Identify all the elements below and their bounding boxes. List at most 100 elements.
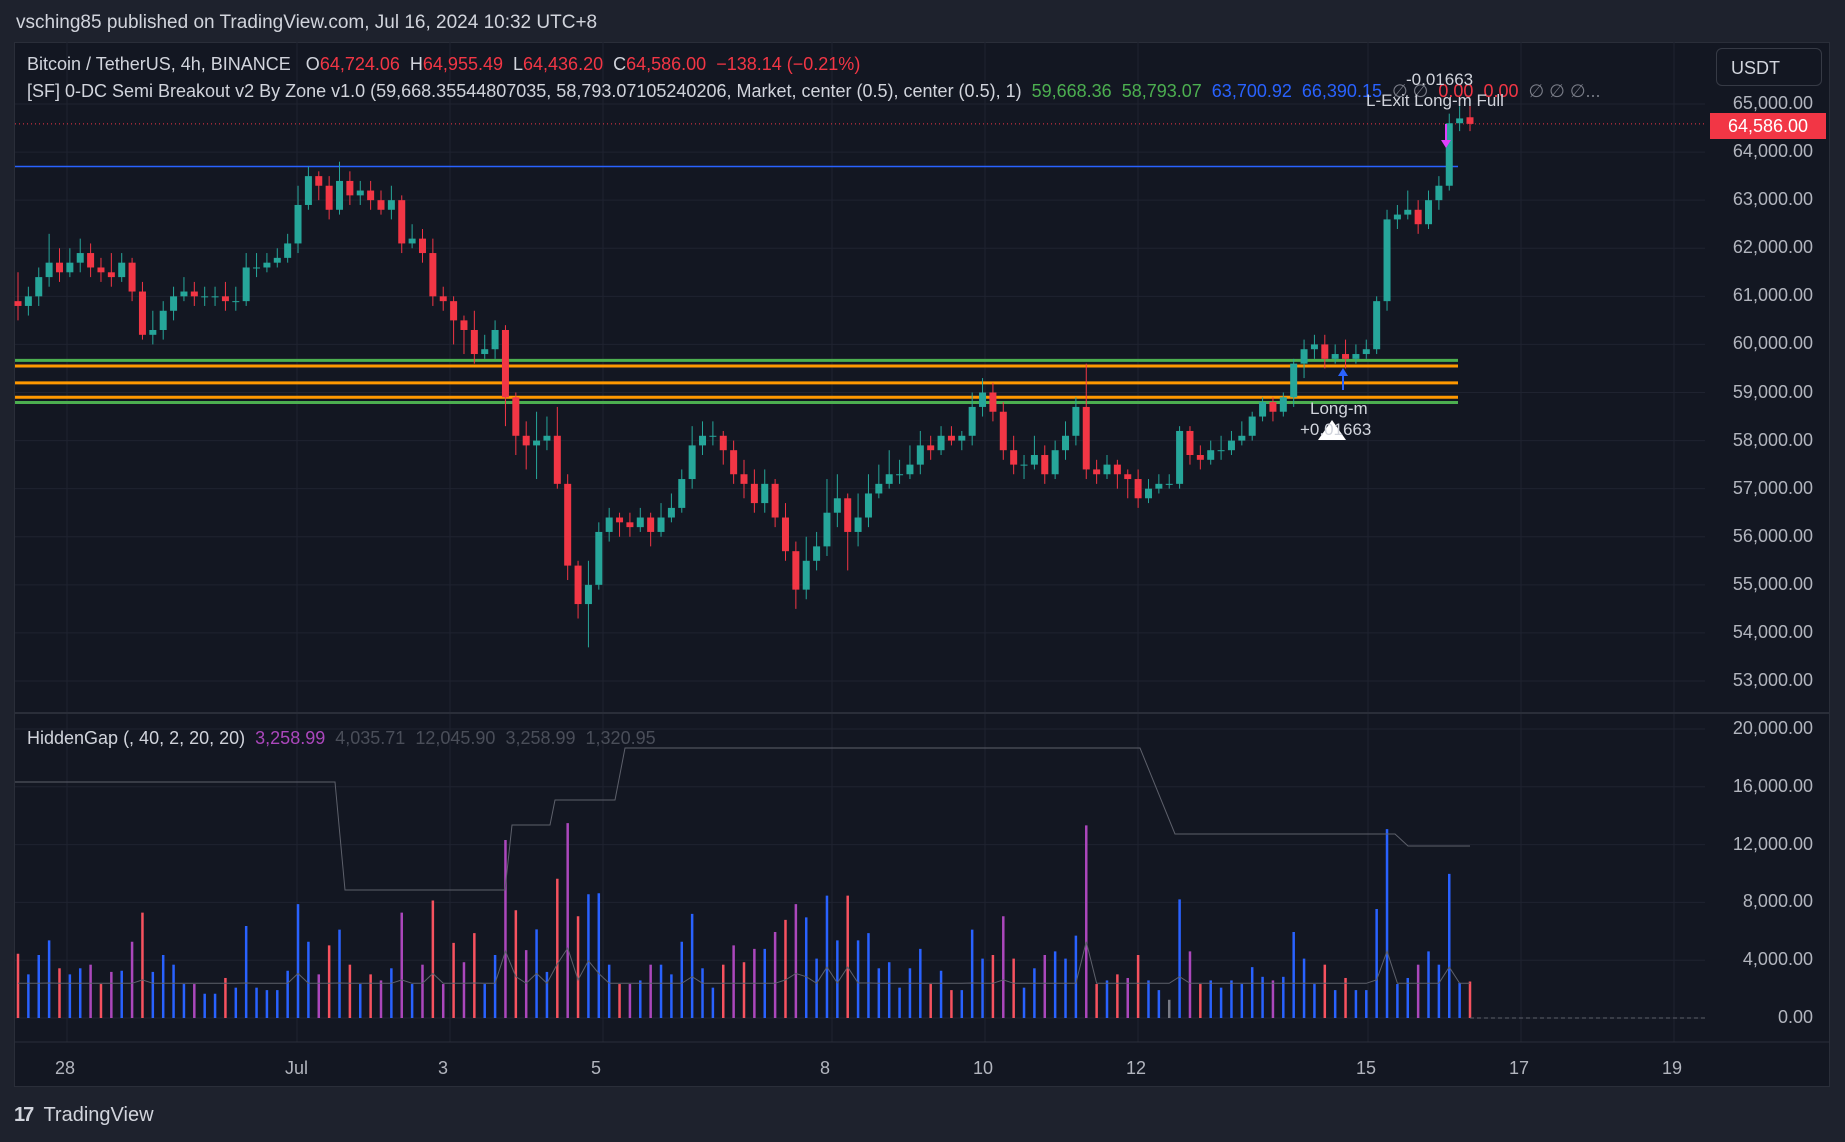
candle-body [398, 200, 406, 244]
candle-body [429, 253, 437, 297]
candle-body [1373, 301, 1381, 350]
candle-body [1227, 440, 1235, 451]
candle-body [574, 565, 582, 605]
candle-body [138, 291, 146, 335]
candle-body [1020, 464, 1028, 466]
indicator-value-5: 0.00 [1438, 81, 1474, 101]
candle-body [1248, 416, 1256, 436]
publish-line: vsching85 published on TradingView.com, … [16, 12, 598, 33]
candle-body [844, 498, 852, 532]
candle-body [1103, 464, 1111, 475]
candle-body [470, 329, 478, 355]
symbol-legend: Bitcoin / TetherUS, 4h, BINANCE O64,724.… [27, 54, 860, 75]
candle-body [284, 243, 292, 258]
candle-body [750, 483, 758, 504]
time-axis-label: 15 [1356, 1058, 1377, 1078]
candle-body [1186, 430, 1194, 456]
candle-body [802, 560, 810, 590]
symbol-name[interactable]: Bitcoin / TetherUS, 4h, BINANCE [27, 54, 291, 74]
candle-body [1279, 397, 1287, 412]
candle-body [564, 483, 572, 566]
indicator-legend: [SF] 0-DC Semi Breakout v2 By Zone v1.0 … [27, 81, 1601, 102]
candle-body [118, 262, 126, 278]
candle-body [813, 546, 821, 561]
time-axis-label: 8 [820, 1058, 831, 1078]
open-label: O [305, 54, 320, 74]
candle-body [1196, 455, 1204, 460]
currency-button[interactable]: USDT [1716, 48, 1822, 86]
high-value: 64,955.49 [422, 54, 503, 74]
candle-body [273, 257, 281, 263]
subpane-value-3: 12,045.90 [415, 728, 496, 748]
time-axis-label: 28 [55, 1058, 76, 1078]
candle-body [1466, 117, 1474, 124]
candle-body [1030, 455, 1038, 465]
chart-frame[interactable] [14, 42, 1830, 1087]
candle-body [1331, 354, 1339, 359]
candle-body [336, 180, 344, 210]
candle-body [159, 310, 167, 330]
tradingview-logo-icon: 17 [14, 1104, 34, 1126]
indicator-value-2: 58,793.07 [1121, 81, 1202, 101]
candle-body [242, 267, 250, 302]
price-axis-label: 58,000.00 [1732, 429, 1813, 450]
candle-body [792, 551, 800, 590]
subpane-legend: HiddenGap (, 40, 2, 20, 20) 3,258.99 4,0… [27, 728, 656, 749]
candle-body [1113, 464, 1121, 475]
candle-body [1144, 488, 1152, 499]
subpane-axis-label: 16,000.00 [1732, 775, 1813, 796]
candle-body [1259, 402, 1267, 417]
subpane-value-1: 3,258.99 [255, 728, 326, 748]
candle-body [1362, 349, 1370, 355]
exit-arrowhead-icon [1441, 140, 1451, 148]
candle-body [999, 411, 1007, 451]
indicator-name[interactable]: [SF] 0-DC Semi Breakout v2 By Zone v1.0 … [27, 81, 1022, 101]
candle-body [823, 512, 831, 547]
candle-body [1456, 118, 1464, 124]
candle-body [584, 584, 592, 605]
candle-body [864, 493, 872, 518]
candle-body [553, 435, 561, 484]
price-axis-label: 54,000.00 [1732, 621, 1813, 642]
candle-body [636, 517, 644, 528]
candle-body [1445, 123, 1453, 186]
candle-body [346, 180, 354, 196]
candle-body [377, 200, 385, 210]
candle-body [1321, 344, 1329, 359]
candle-body [97, 267, 105, 273]
candle-body [149, 329, 157, 335]
time-axis-label: 19 [1662, 1058, 1683, 1078]
candle-body [761, 483, 769, 504]
candle-body [14, 301, 22, 306]
publish-bar: vsching85 published on TradingView.com, … [0, 0, 1845, 46]
entry-trade-value: +0.01663 [1300, 420, 1372, 439]
candle-body [387, 200, 395, 210]
candle-body [211, 296, 219, 298]
candle-body [253, 267, 261, 269]
time-axis-label: 12 [1126, 1058, 1147, 1078]
exit-trade-label: L-Exit Long-m Full [1366, 91, 1504, 110]
candle-body [605, 517, 613, 532]
candle-body [87, 253, 95, 268]
time-axis-label: 17 [1509, 1058, 1530, 1078]
candle-body [781, 517, 789, 552]
price-axis-label: 61,000.00 [1732, 285, 1813, 306]
candle-body [263, 262, 271, 268]
candle-body [45, 262, 53, 278]
subpane-threshold-line [15, 747, 1470, 891]
candle-body [35, 277, 43, 297]
candle-body [418, 238, 426, 254]
candle-body [325, 185, 333, 210]
price-axis-label: 62,000.00 [1732, 237, 1813, 258]
subpane-axis-label: 8,000.00 [1742, 891, 1813, 912]
open-value: 64,724.06 [319, 54, 400, 74]
candle-body [1134, 479, 1142, 499]
candle-body [1352, 354, 1360, 359]
footer-brand[interactable]: 17 TradingView [14, 1104, 154, 1127]
candle-body [647, 517, 655, 532]
candle-body [657, 517, 665, 532]
candle-body [1082, 406, 1090, 470]
subpane-indicator-name[interactable]: HiddenGap (, 40, 2, 20, 20) [27, 728, 246, 748]
candle-body [595, 531, 603, 585]
